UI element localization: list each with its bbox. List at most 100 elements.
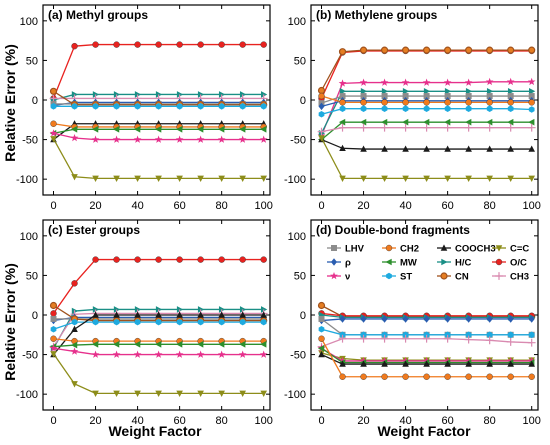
data-point [318,325,325,333]
data-point [318,315,325,322]
data-point [339,331,346,339]
y-tick-label: 100 [20,231,38,243]
data-point [155,306,163,313]
data-point [486,175,493,182]
data-point [401,78,410,86]
plot-frame [42,4,271,196]
data-point [218,390,225,397]
y-tick-label: -50 [22,135,38,147]
data-point [155,340,162,348]
x-tick-label: 60 [441,415,453,427]
data-point [402,175,409,182]
data-point [360,373,367,380]
data-point [155,103,162,110]
data-point [71,325,78,332]
data-point [506,123,515,132]
series-st [50,103,267,110]
data-point [318,102,325,111]
x-tick-label: 20 [357,200,369,212]
data-point [402,93,409,100]
data-point [444,145,451,152]
data-point [528,175,535,182]
data-point [197,256,204,263]
data-point [486,331,493,339]
data-point [486,99,493,106]
data-point [527,123,536,132]
data-point [176,91,184,98]
x-tick-label: 60 [441,200,453,212]
series-cooch3 [318,350,535,367]
data-point [50,351,57,358]
data-point [134,175,141,182]
legend-label: O/C [510,258,527,269]
data-point [92,256,99,263]
data-point [464,123,473,132]
data-point [465,373,472,380]
data-point [197,175,204,182]
y-tick-label: -100 [284,174,306,186]
data-point [465,87,473,95]
data-point [49,344,58,352]
data-point [360,105,367,113]
data-point [465,118,472,126]
panel-4: -100 -50 0 50 100 0 20 40 60 80 100 (d) Double-bond… [284,219,541,427]
legend-item-mw: MW [382,258,417,269]
data-point [238,135,247,143]
data-point [49,301,58,310]
data-point [423,118,430,126]
data-point [113,318,120,326]
data-point [402,331,409,339]
legend-label: ρ [345,258,351,269]
data-point [239,311,246,318]
y-tick-label: -50 [22,350,38,362]
data-point [380,46,389,54]
series-ch2 [50,335,267,345]
data-point [317,344,325,352]
data-point [528,46,536,54]
y-tick-label: 100 [20,16,38,28]
data-point [339,373,346,380]
data-point [134,306,142,313]
data-point [260,390,267,397]
data-point [360,99,367,106]
data-point [71,318,78,326]
data-point [339,93,346,100]
legend-label: COOCH3 [455,244,496,255]
data-point [359,334,368,343]
data-point [239,175,246,182]
data-point [217,135,226,143]
data-point [381,99,388,106]
data-point [381,145,388,152]
data-point [155,41,162,48]
data-point [486,315,493,323]
data-point [402,99,409,106]
legend-item-o-c: O/C [492,258,527,269]
data-point [339,175,346,182]
data-point [423,105,430,113]
data-point [259,350,268,358]
data-point [218,318,225,326]
data-point [92,390,99,397]
x-tick-label: 40 [399,200,411,212]
data-point [465,175,472,182]
data-point [507,373,514,380]
legend-label: CN [455,272,469,283]
data-point [339,105,346,113]
panel-1: -100 -50 0 50 100 0 20 40 60 80 100 (a) Methyl grou… [16,4,273,212]
y-tick-label: -50 [290,350,306,362]
data-point [444,331,451,339]
series-mw [49,340,267,350]
series-series [49,129,268,143]
data-point [360,93,367,100]
data-point [260,91,268,98]
data-point [507,46,515,54]
y-tick-label: 0 [300,310,306,322]
data-point [155,256,162,263]
data-point [112,350,121,358]
data-point [360,87,368,95]
data-point [359,118,367,126]
data-point [423,99,430,106]
data-point [402,373,409,380]
data-point [506,338,515,346]
panel-title: (d) Double-bond fragments [316,223,470,237]
